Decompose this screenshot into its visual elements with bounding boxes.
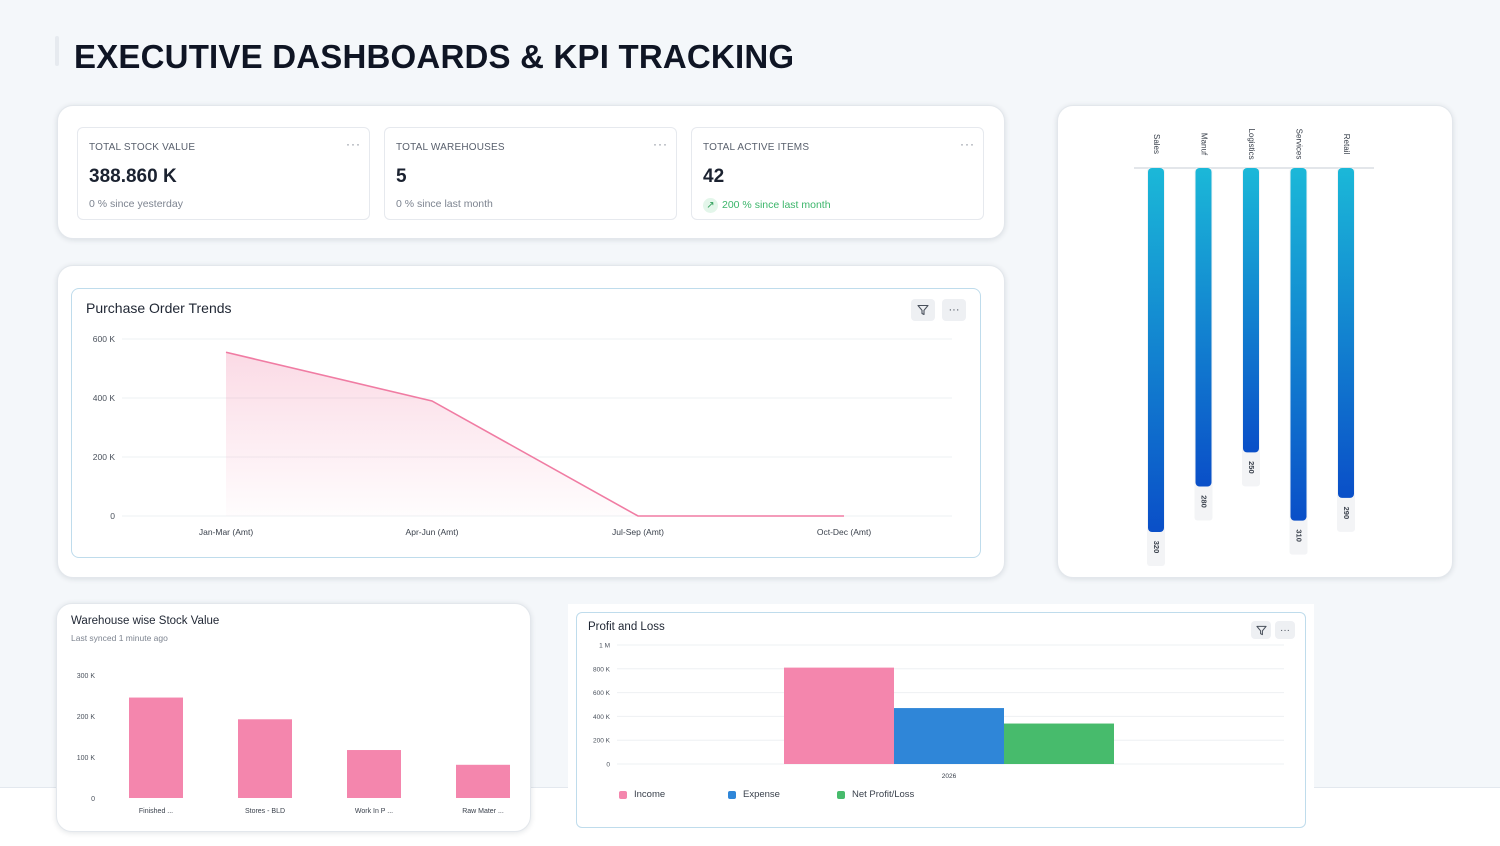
x-tick-label: Jan-Mar (Amt) [199, 527, 253, 537]
more-button[interactable]: ··· [1275, 621, 1295, 639]
department-bars-panel: Sales 320 Manuf 280 Logistics 250 Services 310 R… [1057, 105, 1453, 578]
legend-item-net-profit[interactable]: Net Profit/Loss [837, 789, 914, 800]
y-tick-label: 800 K [593, 666, 611, 673]
warehouse-chart: 0 100 K 200 K 300 K Finished ... Stores - BLD… [77, 673, 510, 815]
kpi-change: 0 % since yesterday [89, 198, 183, 210]
chart-title: Profit and Loss [588, 621, 665, 633]
bar [1290, 168, 1307, 521]
bar [238, 719, 292, 798]
chart-title: Warehouse wise Stock Value [71, 615, 220, 627]
profit-loss-card: Profit and Loss ··· 0 200 K 400 K 600 K 800 … [576, 612, 1306, 828]
value-label: 250 [1247, 461, 1256, 474]
category-label: Services [1294, 129, 1303, 160]
profit-loss-chart: 0 200 K 400 K 600 K 800 K 1 M 2026 [593, 643, 1284, 780]
purchase-order-card: Purchase Order Trends ··· 0 200 K 400 K 600… [71, 288, 981, 558]
x-tick-label: Finished ... [139, 808, 173, 815]
kpi-label: TOTAL STOCK VALUE [89, 142, 196, 153]
kpi-card-warehouses[interactable]: TOTAL WAREHOUSES ··· 5 0 % since last mo… [384, 127, 677, 220]
bar [1195, 168, 1212, 487]
more-icon: ··· [948, 304, 960, 316]
y-tick-label: 0 [606, 762, 610, 769]
value-label: 290 [1342, 507, 1351, 520]
y-tick-label: 100 K [77, 755, 96, 762]
profit-loss-panel: Profit and Loss ··· 0 200 K 400 K 600 K 800 … [568, 604, 1314, 834]
legend-label: Income [634, 789, 666, 800]
filter-button[interactable] [911, 299, 935, 321]
bar [1338, 168, 1354, 498]
x-tick-label: Jul-Sep (Amt) [612, 527, 664, 537]
more-icon[interactable]: ··· [346, 137, 361, 151]
kpi-panel: TOTAL STOCK VALUE ··· 388.860 K 0 % sinc… [57, 105, 1005, 239]
kpi-value: 42 [703, 166, 725, 187]
bar [1148, 168, 1164, 532]
bar-expense [894, 708, 1004, 764]
last-synced-text: Last synced 1 minute ago [71, 633, 168, 643]
kpi-value: 5 [396, 166, 407, 187]
bar-income [784, 667, 894, 764]
y-tick-label: 600 K [93, 334, 116, 344]
category-label: Sales [1152, 134, 1161, 154]
y-tick-label: 1 M [599, 643, 610, 650]
bar-net-profit-loss [1004, 723, 1114, 764]
filter-button[interactable] [1251, 621, 1271, 639]
purchase-order-chart: 0 200 K 400 K 600 K Jan-Mar (Amt) Apr-Jun (Am… [93, 334, 952, 537]
bar [347, 750, 401, 798]
x-tick-label: Oct-Dec (Amt) [817, 527, 871, 537]
category-label: Retail [1342, 134, 1351, 155]
area-fill [226, 352, 844, 516]
kpi-change-text: 200 % since last month [722, 199, 831, 211]
value-label: 310 [1295, 529, 1304, 542]
bar [456, 764, 510, 798]
department-bars-chart: Sales 320 Manuf 280 Logistics 250 Services 310 R… [1134, 128, 1374, 566]
more-icon[interactable]: ··· [960, 137, 975, 151]
y-tick-label: 600 K [593, 690, 611, 697]
purchase-order-panel: Purchase Order Trends ··· 0 200 K 400 K 600… [57, 265, 1005, 578]
y-tick-label: 200 K [593, 738, 611, 745]
y-tick-label: 400 K [93, 393, 116, 403]
arrow-up-right-icon: ↗ [703, 198, 718, 213]
kpi-card-stock-value[interactable]: TOTAL STOCK VALUE ··· 388.860 K 0 % sinc… [77, 127, 370, 220]
x-tick-label: 2026 [942, 773, 957, 780]
warehouse-panel: Warehouse wise Stock Value Last synced 1… [56, 603, 531, 832]
x-tick-label: Apr-Jun (Amt) [406, 527, 459, 537]
value-label: 320 [1152, 541, 1161, 554]
kpi-label: TOTAL ACTIVE ITEMS [703, 142, 810, 153]
more-button[interactable]: ··· [942, 299, 966, 321]
value-label: 280 [1200, 495, 1209, 508]
kpi-change: ↗ 200 % since last month [703, 198, 831, 213]
legend-item-income[interactable]: Income [619, 789, 665, 800]
bar [1243, 168, 1259, 453]
y-tick-label: 0 [110, 511, 115, 521]
legend-label: Expense [743, 789, 780, 800]
more-icon[interactable]: ··· [653, 137, 668, 151]
x-tick-label: Raw Mater ... [462, 808, 504, 815]
bar [129, 697, 183, 798]
kpi-card-active-items[interactable]: TOTAL ACTIVE ITEMS ··· 42 ↗ 200 % since l… [691, 127, 984, 220]
legend-swatch [619, 790, 627, 799]
y-tick-label: 200 K [93, 452, 116, 462]
category-label: Manuf [1199, 133, 1208, 156]
kpi-label: TOTAL WAREHOUSES [396, 142, 505, 153]
page-title: EXECUTIVE DASHBOARDS & KPI TRACKING [74, 38, 795, 75]
filter-icon [917, 304, 929, 316]
more-icon: ··· [1280, 624, 1290, 636]
legend-label: Net Profit/Loss [852, 789, 915, 800]
x-tick-label: Stores - BLD [245, 808, 285, 815]
kpi-value: 388.860 K [89, 166, 177, 187]
chart-title: Purchase Order Trends [86, 300, 232, 316]
title-accent-bar [55, 36, 59, 66]
series-line [225, 351, 844, 517]
y-tick-label: 300 K [77, 673, 96, 680]
category-label: Logistics [1247, 128, 1256, 159]
filter-icon [1255, 625, 1267, 635]
y-tick-label: 0 [91, 796, 95, 803]
kpi-change: 0 % since last month [396, 198, 493, 210]
legend-swatch [837, 790, 845, 799]
y-tick-label: 400 K [593, 714, 611, 721]
y-tick-label: 200 K [77, 714, 96, 721]
legend-item-expense[interactable]: Expense [728, 789, 780, 800]
x-tick-label: Work In P ... [355, 808, 393, 815]
legend-swatch [728, 790, 736, 799]
